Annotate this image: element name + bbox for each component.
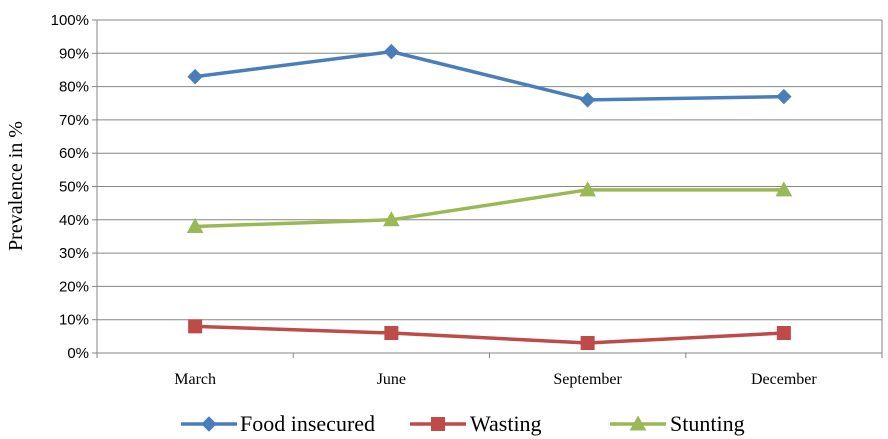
data-point xyxy=(580,336,595,351)
data-point xyxy=(579,181,596,197)
series-line xyxy=(195,324,784,345)
y-tick-label: 60% xyxy=(59,145,89,162)
y-tick-label: 10% xyxy=(59,312,89,329)
y-tick-labels: 0% 10% 20% 30% 40% 50% 60% 70% 80% 90% 100% xyxy=(51,12,89,362)
y-tick-label: 80% xyxy=(59,79,89,96)
legend-label: Wasting xyxy=(470,411,542,436)
data-point xyxy=(187,68,203,85)
legend-marker xyxy=(629,415,647,431)
x-tick-label: June xyxy=(377,371,406,388)
x-tick-label: December xyxy=(751,371,817,388)
y-tick-label: 50% xyxy=(59,179,89,196)
y-axis-label: Prevalence in % xyxy=(5,121,27,251)
series-line xyxy=(195,188,784,229)
y-tick-label: 0% xyxy=(67,345,89,362)
series-group xyxy=(186,43,793,351)
x-tick-label: March xyxy=(174,371,216,388)
y-tick-label: 30% xyxy=(59,245,89,262)
data-point xyxy=(775,181,793,197)
legend-marker xyxy=(431,417,445,431)
data-point xyxy=(579,92,596,108)
data-point xyxy=(383,43,400,60)
series-line xyxy=(194,49,784,102)
legend-label: Stunting xyxy=(670,411,745,436)
y-tick-label: 90% xyxy=(59,45,89,62)
y-tick-label: 100% xyxy=(51,12,89,29)
data-point xyxy=(776,326,791,341)
x-tick-labels: March June September December xyxy=(174,371,817,388)
y-tick-label: 20% xyxy=(59,278,89,295)
legend-label: Food insecured xyxy=(240,411,375,436)
y-tick-label: 70% xyxy=(59,112,89,129)
y-tick-label: 40% xyxy=(59,212,89,229)
legend-marker xyxy=(201,416,217,432)
data-point xyxy=(186,217,204,233)
x-tick-label: September xyxy=(553,371,622,388)
data-point xyxy=(188,319,203,334)
data-point xyxy=(776,88,792,105)
data-point xyxy=(383,211,400,227)
legend: Food insecured Wasting Stunting xyxy=(181,411,745,436)
data-point xyxy=(384,326,399,341)
gridlines xyxy=(92,19,883,358)
